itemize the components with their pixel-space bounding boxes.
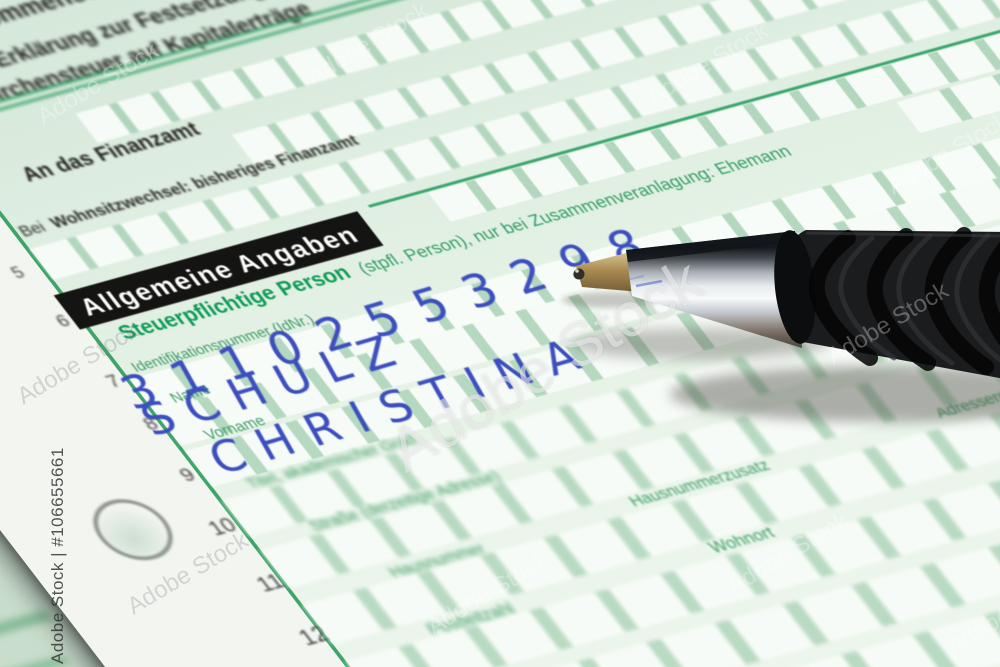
watermark-id-label: Adobe Stock | #106655661 — [48, 447, 67, 664]
pen-rubber-grip — [774, 227, 1000, 379]
pen-chrome-cone — [626, 231, 802, 348]
pen-tip — [573, 252, 640, 292]
